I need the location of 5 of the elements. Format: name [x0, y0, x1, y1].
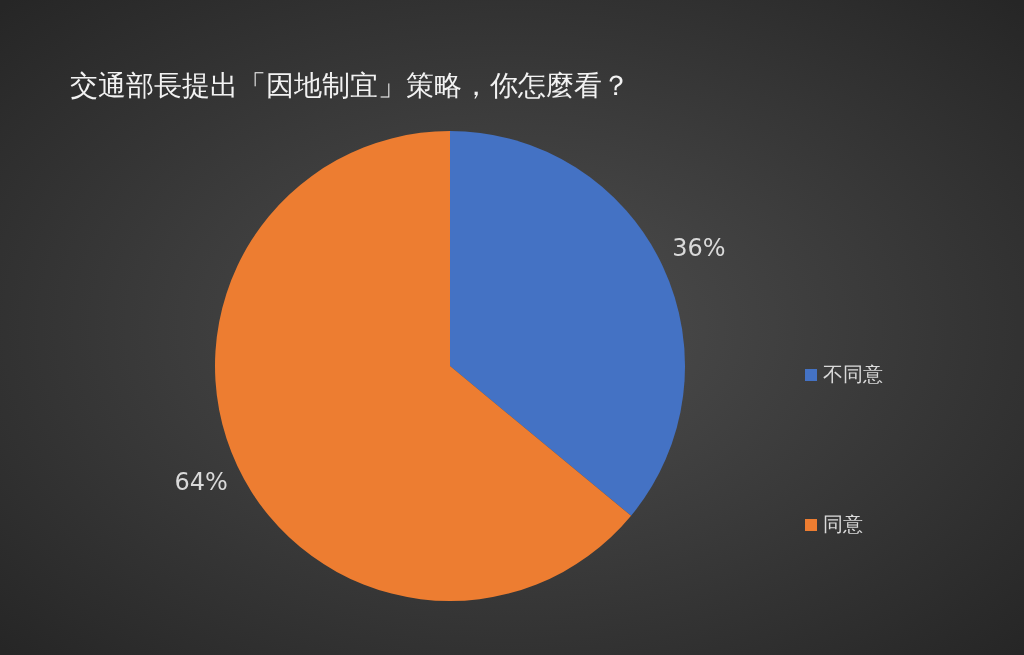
- data-label: 36%: [672, 233, 726, 262]
- legend-label: 同意: [823, 511, 863, 536]
- legend-label: 不同意: [823, 361, 883, 386]
- chart-title: 交通部長提出「因地制宜」策略，你怎麼看？: [70, 69, 630, 102]
- data-label: 64%: [174, 468, 228, 497]
